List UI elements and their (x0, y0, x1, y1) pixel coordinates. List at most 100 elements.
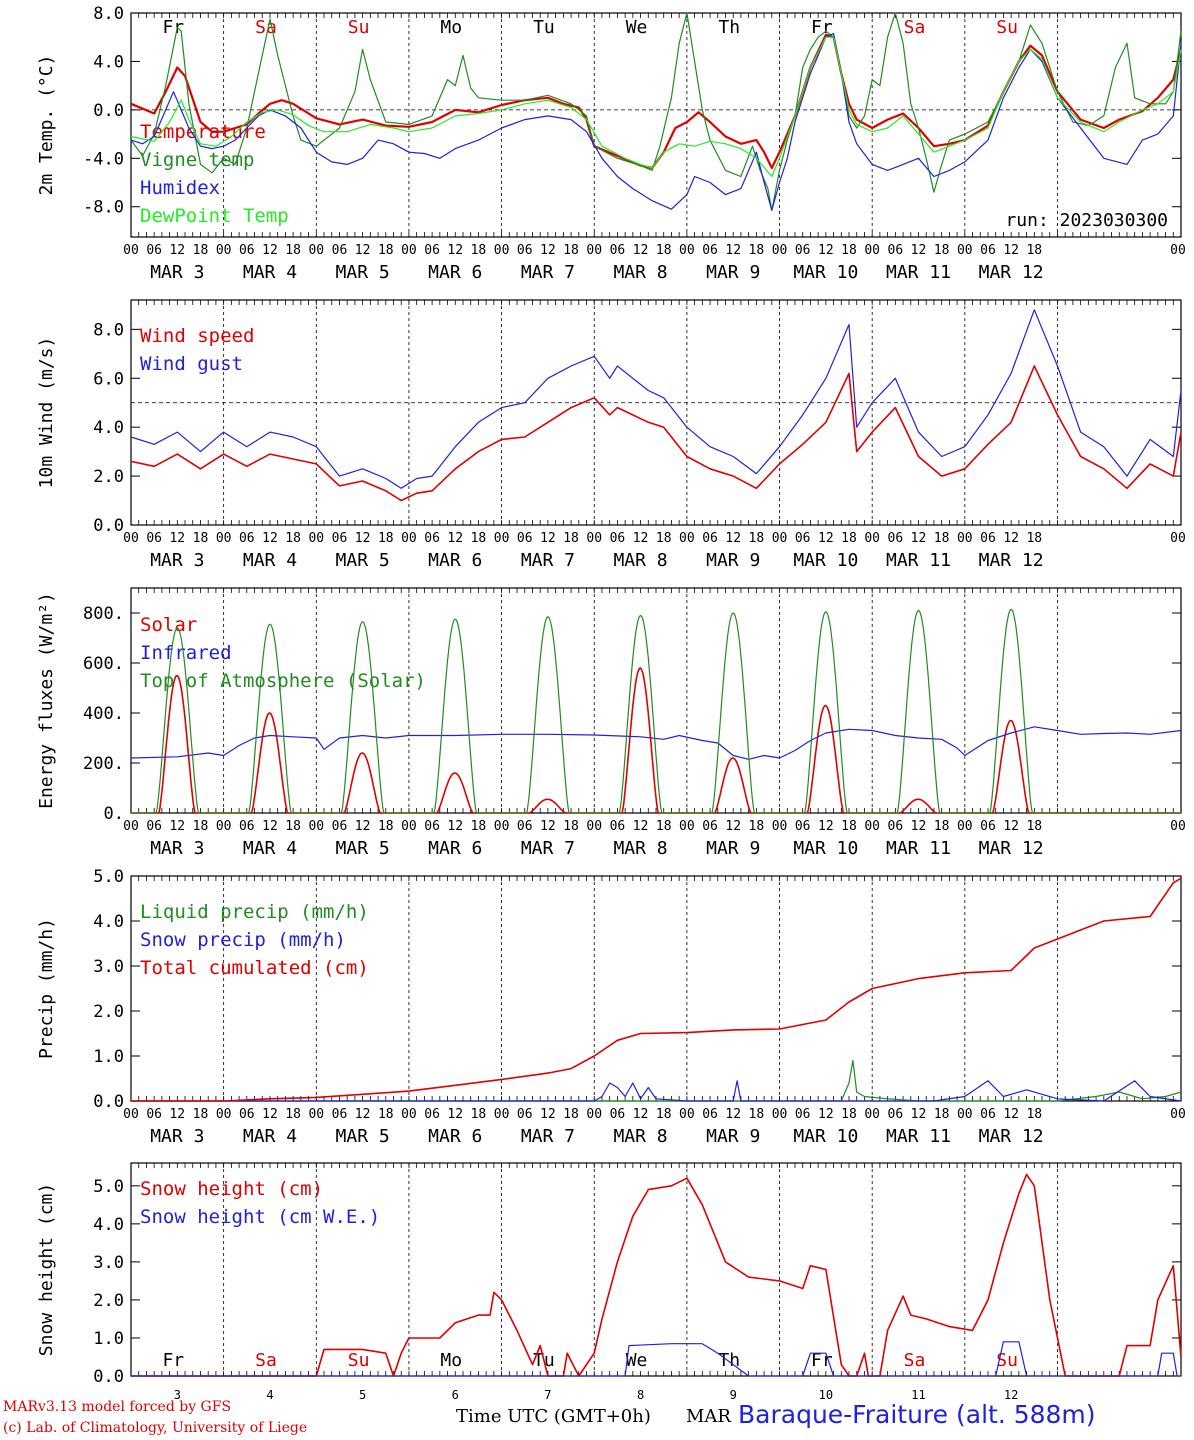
x-hour-label: 12 (1003, 819, 1019, 834)
x-hour-label: 18 (1026, 1107, 1042, 1122)
x-hour-label: 00 (308, 819, 324, 834)
x-hour-label: 18 (563, 531, 579, 546)
series-line-snow-height-cm-w-e- (131, 1341, 1181, 1377)
series-line-humidex (130, 33, 1182, 211)
x-hour-label: 18 (656, 1107, 672, 1122)
y-tick-label: 600. (83, 654, 124, 674)
x-hour-label: 18 (193, 819, 209, 834)
x-hour-label: 00 (308, 243, 324, 258)
x-date-label: MAR 10 (793, 1126, 858, 1147)
series-line-wind-gust (130, 309, 1182, 489)
x-hour-label: 12 (169, 531, 185, 546)
y-tick-label: 0. (104, 804, 124, 824)
x-date-label: MAR 3 (150, 550, 204, 571)
x-date-label: MAR 6 (428, 262, 482, 283)
x-date-label: MAR 11 (886, 550, 951, 571)
x-hour-label: 12 (1003, 243, 1019, 258)
legend-label: Snow precip (mm/h) (140, 929, 346, 951)
x-hour-label: 12 (262, 531, 278, 546)
x-hour-label: 18 (285, 1107, 301, 1122)
y-tick-label: 0.0 (93, 1367, 124, 1387)
x-hour-label: 06 (239, 243, 255, 258)
weekday-label: Tu (533, 17, 555, 38)
x-hour-label: 06 (610, 1107, 626, 1122)
x-hour-label: 06 (146, 531, 162, 546)
x-hour-label: 00 (494, 1107, 510, 1122)
legend-label: Humidex (140, 177, 220, 199)
x-date-label: MAR 6 (428, 550, 482, 571)
y-tick-label: -8.0 (83, 198, 124, 218)
x-hour-label: 12 (540, 531, 556, 546)
series-line-temperature (130, 33, 1183, 170)
weekday-label: Mo (440, 1350, 462, 1371)
y-tick-label: 3.0 (93, 1253, 124, 1273)
x-hour-label: 18 (471, 243, 487, 258)
x-hour-label: 12 (540, 243, 556, 258)
x-hour-label: 06 (239, 1107, 255, 1122)
x-hour-label: 18 (1026, 531, 1042, 546)
legend-label: Wind gust (140, 353, 243, 375)
x-hour-label: 06 (702, 531, 718, 546)
x-date-label: MAR 5 (336, 838, 390, 859)
weekday-label: Sa (904, 17, 926, 38)
x-hour-label: 12 (540, 1107, 556, 1122)
y-axis-label: Snow height (cm) (36, 1183, 57, 1356)
series-line-wind-speed (130, 365, 1182, 502)
chart-panel-4: 5.0 4.0 3.0 2.0 1.0 0.0 Precip (mm/h) 00 06 12 18 M… (36, 867, 1186, 1147)
x-hour-label: 00 (216, 243, 232, 258)
legend-label: Total cumulated (cm) (140, 957, 369, 979)
y-axis-label: 10m Wind (m/s) (36, 337, 57, 489)
legend-label: Temperature (140, 121, 266, 143)
x-hour-label: 18 (193, 243, 209, 258)
series-line-liquid-precip-mm-h- (131, 1059, 1182, 1102)
x-hour-label: 18 (934, 819, 950, 834)
x-hour-label: 18 (378, 243, 394, 258)
x-hour-label: 12 (725, 243, 741, 258)
x-hour-label: 12 (911, 243, 927, 258)
series-line-top-of-atmosphere-solar- (131, 608, 1181, 814)
x-hour-label: 00 (957, 531, 973, 546)
y-tick-label: 6.0 (93, 369, 124, 389)
x-hour-label: 12 (169, 1107, 185, 1122)
x-hour-label: 06 (888, 819, 904, 834)
x-date-label: 3 (174, 1388, 181, 1402)
x-hour-label: 00 (401, 243, 417, 258)
x-date-label: MAR 4 (243, 1126, 297, 1147)
x-hour-label: 18 (749, 1107, 765, 1122)
x-hour-label: 00 (679, 531, 695, 546)
y-axis-label: 2m Temp. (°C) (36, 55, 57, 196)
y-tick-label: 2.0 (93, 1291, 124, 1311)
x-hour-label: 12 (633, 1107, 649, 1122)
x-hour-label: 00 (123, 243, 139, 258)
x-date-label: MAR 4 (243, 550, 297, 571)
x-hour-label: 06 (424, 531, 440, 546)
x-hour-label: 00 (957, 1107, 973, 1122)
x-hour-label: 18 (285, 819, 301, 834)
y-tick-label: -4.0 (83, 149, 124, 169)
x-hour-label: 00 (957, 819, 973, 834)
x-hour-label: 06 (332, 819, 348, 834)
x-hour-label: 06 (239, 531, 255, 546)
x-hour-label: 18 (749, 531, 765, 546)
x-date-label: MAR 10 (793, 262, 858, 283)
x-hour-label: 00 (679, 1107, 695, 1122)
y-tick-label: 0.0 (93, 1092, 124, 1112)
month-label: MAR (686, 1406, 731, 1427)
x-hour-label: 00 (679, 819, 695, 834)
x-date-label: MAR 9 (706, 838, 760, 859)
x-hour-label: 18 (656, 243, 672, 258)
series-line-vigne-temp (130, 12, 1182, 211)
y-tick-label: 0.0 (93, 516, 124, 536)
x-hour-label: 00 (401, 819, 417, 834)
x-hour-label: 12 (911, 819, 927, 834)
x-hour-label: 00 (864, 531, 880, 546)
x-hour-label: 12 (725, 1107, 741, 1122)
weekday-label: Sa (255, 17, 277, 38)
x-hour-label: 06 (332, 531, 348, 546)
series-line-total-cumulated-cm- (131, 877, 1182, 1102)
x-hour-label: 12 (911, 531, 927, 546)
x-date-label: MAR 10 (793, 550, 858, 571)
x-hour-label: 12 (355, 531, 371, 546)
weekday-label: Fr (811, 1350, 833, 1371)
x-hour-label: 06 (888, 243, 904, 258)
